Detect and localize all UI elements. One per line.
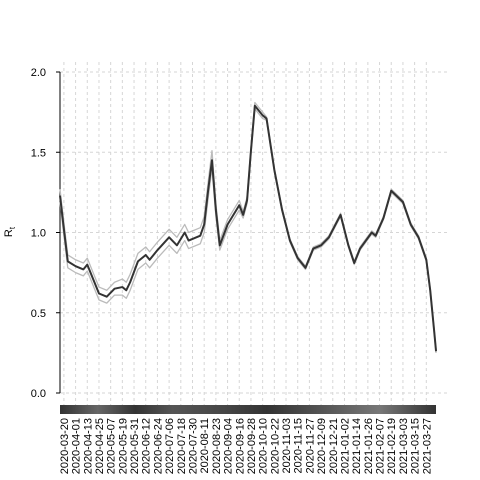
x-tick-label: 2020-07-30: [187, 418, 199, 474]
x-tick-label: 2021-01-14: [351, 418, 363, 474]
y-tick-label: 1.5: [31, 147, 46, 159]
x-tick-label: 2020-10-10: [258, 418, 270, 474]
y-label-main: R: [3, 229, 15, 237]
series-line: [59, 101, 437, 350]
x-tick-label: 2020-07-18: [176, 418, 188, 474]
x-tick-label: 2020-04-01: [71, 418, 83, 474]
x-tick-label: 2020-09-16: [234, 418, 246, 474]
series-line: [59, 108, 437, 353]
x-tick-label: 2020-12-21: [328, 418, 340, 474]
y-tick-label: 2.0: [31, 67, 46, 79]
x-tick-label: 2020-10-22: [269, 418, 281, 474]
x-tick-label: 2021-03-27: [421, 418, 433, 474]
y-tick-label: 0.0: [31, 388, 46, 400]
x-tick-label: 2020-04-13: [82, 418, 94, 474]
x-tick-label: 2020-04-25: [94, 418, 106, 474]
x-tick-label: 2020-06-24: [152, 418, 164, 474]
y-tick-label: 0.5: [31, 308, 46, 320]
x-tick-label: 2021-03-03: [398, 418, 410, 474]
series-line: [59, 104, 438, 352]
x-tick-label: 2021-01-26: [363, 418, 375, 474]
x-tick-label: 2021-02-07: [375, 418, 387, 474]
x-tick-label: 2020-07-06: [164, 418, 176, 474]
x-tick-label: 2020-08-23: [211, 418, 223, 474]
x-tick-label: 2020-12-09: [316, 418, 328, 474]
x-tick-label: 2020-11-03: [281, 418, 293, 473]
y-axis-label: Rt: [3, 226, 17, 237]
x-tick-label: 2020-09-04: [223, 418, 235, 474]
x-tick-label: 2020-06-12: [141, 418, 153, 474]
y-label-sub: t: [8, 226, 17, 229]
x-tick-label: 2020-08-11: [199, 418, 211, 473]
x-tick-label: 2020-05-07: [106, 418, 118, 474]
x-tick-label: 2021-01-02: [339, 418, 351, 474]
time-strip: [60, 405, 436, 414]
x-tick-label: 2021-03-15: [410, 418, 422, 474]
x-tick-label: 2021-02-19: [386, 418, 398, 474]
x-tick-label: 2020-11-27: [304, 418, 316, 473]
y-tick-label: 1.0: [31, 228, 46, 240]
x-tick-label: 2020-09-28: [246, 418, 258, 474]
x-tick-label: 2020-03-20: [59, 418, 71, 474]
x-tick-label: 2020-05-31: [129, 418, 141, 474]
x-tick-label: 2020-11-15: [293, 418, 305, 473]
x-tick-label: 2020-05-19: [117, 418, 129, 474]
